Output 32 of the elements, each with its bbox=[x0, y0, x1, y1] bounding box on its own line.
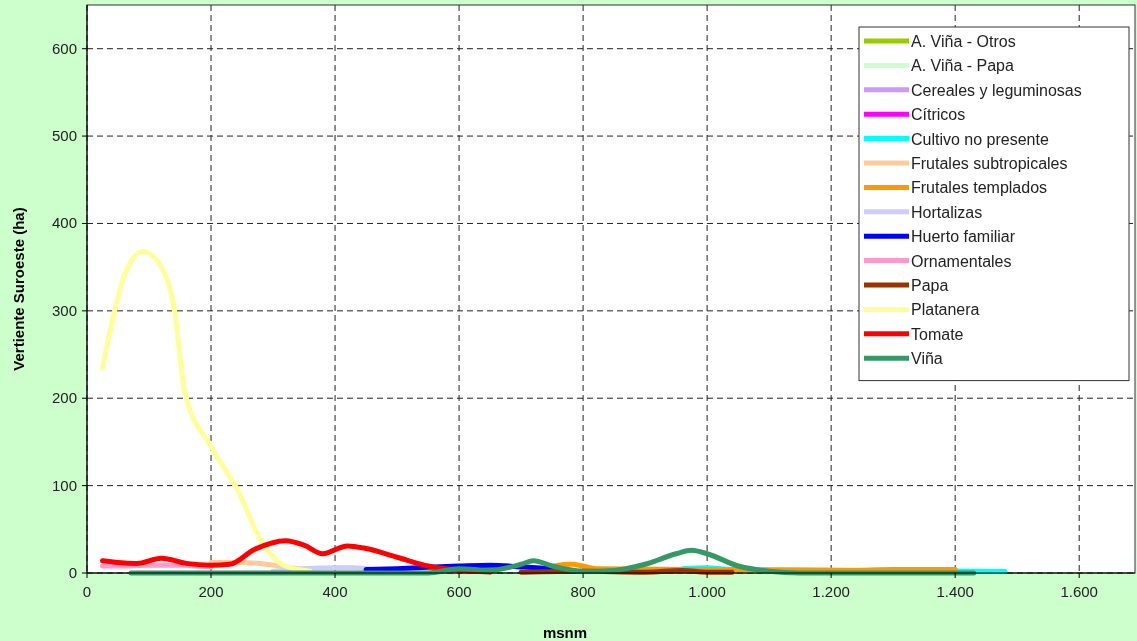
legend-label: Huerto familiar bbox=[911, 228, 1016, 246]
legend-label: A. Viña - Otros bbox=[911, 33, 1016, 50]
y-tick-label: 500 bbox=[51, 127, 77, 145]
x-tick-label: 200 bbox=[198, 583, 224, 600]
y-tick-label: 400 bbox=[51, 214, 77, 232]
legend-label: Tomate bbox=[911, 325, 964, 343]
x-tick-label: 800 bbox=[570, 583, 596, 600]
legend-label: Ornamentales bbox=[911, 252, 1012, 270]
legend-label: Viña bbox=[911, 350, 943, 368]
legend-label: Frutales subtropicales bbox=[911, 155, 1068, 172]
legend-label: Cultivo no presente bbox=[911, 130, 1049, 148]
legend-label: Cítricos bbox=[911, 106, 966, 124]
legend-label: A. Viña - Papa bbox=[911, 57, 1014, 75]
y-tick-label: 600 bbox=[51, 39, 77, 57]
legend-label: Platanera bbox=[911, 301, 980, 319]
x-axis-title: msnm bbox=[542, 624, 588, 641]
y-tick-label: 0 bbox=[68, 564, 77, 581]
x-tick-label: 600 bbox=[446, 583, 472, 600]
legend-label: Papa bbox=[911, 277, 949, 294]
y-tick-label: 300 bbox=[51, 301, 77, 319]
y-axis-title: Vertiente Suroeste (ha) bbox=[10, 207, 27, 371]
x-tick-label: 0 bbox=[82, 583, 92, 600]
legend-label: Cereales y leguminosas bbox=[911, 81, 1082, 99]
x-tick-label: 1.400 bbox=[936, 583, 974, 600]
x-tick-label: 1.000 bbox=[688, 583, 726, 600]
x-tick-label: 1.600 bbox=[1060, 583, 1098, 600]
x-tick-label: 1.200 bbox=[812, 583, 850, 600]
legend-label: Hortalizas bbox=[911, 203, 983, 221]
x-tick-label: 400 bbox=[322, 583, 348, 600]
legend-label: Frutales templados bbox=[911, 179, 1048, 197]
y-tick-label: 200 bbox=[51, 389, 77, 407]
y-tick-label: 100 bbox=[51, 476, 77, 494]
